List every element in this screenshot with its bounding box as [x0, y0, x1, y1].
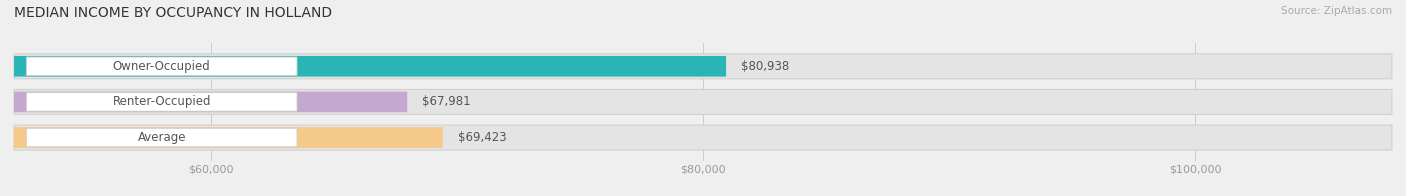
Text: $67,981: $67,981 [422, 95, 471, 108]
Text: $69,423: $69,423 [457, 131, 506, 144]
FancyBboxPatch shape [14, 89, 1392, 114]
Text: $80,938: $80,938 [741, 60, 789, 73]
FancyBboxPatch shape [27, 128, 297, 147]
FancyBboxPatch shape [14, 127, 443, 148]
Text: Owner-Occupied: Owner-Occupied [112, 60, 211, 73]
FancyBboxPatch shape [14, 56, 725, 77]
FancyBboxPatch shape [14, 92, 408, 112]
Text: Average: Average [138, 131, 186, 144]
FancyBboxPatch shape [14, 125, 1392, 150]
FancyBboxPatch shape [27, 93, 297, 111]
Text: MEDIAN INCOME BY OCCUPANCY IN HOLLAND: MEDIAN INCOME BY OCCUPANCY IN HOLLAND [14, 6, 332, 20]
FancyBboxPatch shape [27, 57, 297, 75]
FancyBboxPatch shape [14, 54, 1392, 79]
Text: Renter-Occupied: Renter-Occupied [112, 95, 211, 108]
Text: Source: ZipAtlas.com: Source: ZipAtlas.com [1281, 6, 1392, 16]
